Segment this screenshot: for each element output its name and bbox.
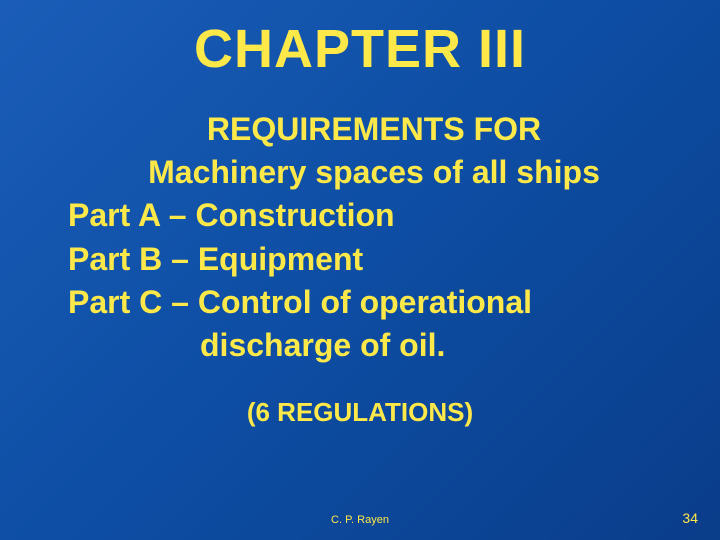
body-line-1: REQUIREMENTS FOR xyxy=(68,108,680,151)
body-line-2: Machinery spaces of all ships xyxy=(68,151,680,194)
slide-container: CHAPTER III REQUIREMENTS FOR Machinery s… xyxy=(0,0,720,540)
slide-body: REQUIREMENTS FOR Machinery spaces of all… xyxy=(40,108,680,367)
chapter-title: CHAPTER III xyxy=(40,18,680,80)
body-line-6: discharge of oil. xyxy=(68,324,680,367)
body-line-3: Part A – Construction xyxy=(68,194,680,237)
body-line-5: Part C – Control of operational xyxy=(68,281,680,324)
footer-author: C. P. Rayen xyxy=(0,514,720,526)
body-line-4: Part B – Equipment xyxy=(68,238,680,281)
bottom-note: (6 REGULATIONS) xyxy=(40,397,680,428)
footer-page-number: 34 xyxy=(682,510,698,526)
